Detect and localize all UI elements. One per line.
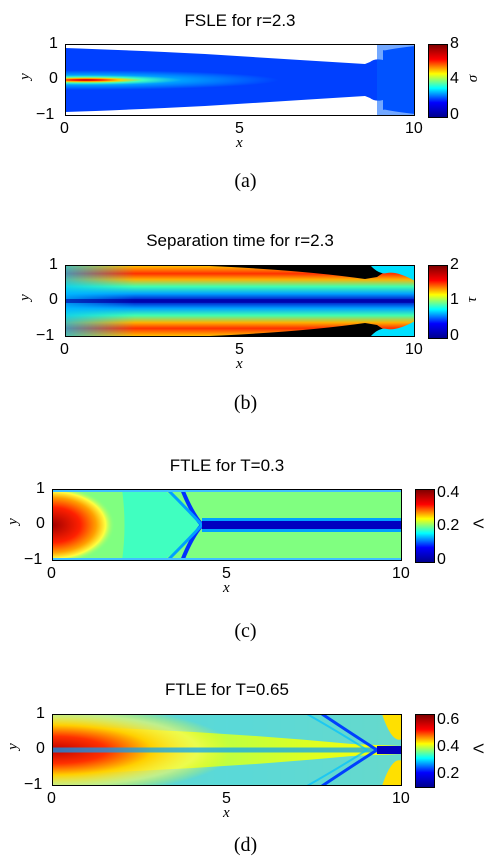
y-tick-label: −1 <box>24 551 43 568</box>
y-tick-label: 0 <box>49 291 58 308</box>
colorbar-label: Λ <box>470 743 488 754</box>
x-tick-label: 10 <box>405 120 423 137</box>
colorbar-tick: 0.4 <box>437 484 460 501</box>
heatmap-a <box>65 44 415 116</box>
colorbar <box>428 44 448 118</box>
y-tick-label: 1 <box>36 480 45 497</box>
x-axis-label: x <box>236 135 243 151</box>
colorbar-tick: 8 <box>450 35 459 52</box>
x-axis-label: x <box>223 580 230 596</box>
chart-title: FTLE for T=0.65 <box>165 680 289 699</box>
heatmap-plot <box>52 714 402 786</box>
panel-caption: (d) <box>233 834 258 856</box>
y-tick-label: 0 <box>36 515 45 532</box>
colorbar-tick: 0.4 <box>437 738 460 755</box>
panel-a: FSLE for r=2.3 <box>0 0 491 200</box>
colorbar-tick: 0.6 <box>437 711 460 728</box>
panel-b: Separation time for r=2.3 <box>0 215 491 425</box>
plot-frame <box>52 714 402 786</box>
heatmap-c <box>52 489 402 561</box>
y-tick-label: −1 <box>24 776 43 793</box>
y-axis-label: y <box>16 294 33 301</box>
panel-caption: (c) <box>234 620 257 642</box>
panel-caption: (b) <box>233 392 258 414</box>
plot-frame <box>65 44 415 116</box>
y-tick-label: −1 <box>36 106 55 123</box>
y-axis-label: y <box>16 73 33 80</box>
colorbar-tick: 0 <box>450 327 459 344</box>
heatmap-plot <box>52 489 402 561</box>
y-tick-label: 0 <box>49 70 58 87</box>
chart-title: FSLE for r=2.3 <box>184 11 296 30</box>
x-tick-label: 5 <box>235 341 244 358</box>
x-tick-label: 5 <box>222 565 231 582</box>
x-tick-label: 10 <box>392 790 410 807</box>
chart-title: Separation time for r=2.3 <box>146 231 334 250</box>
x-tick-label: 0 <box>47 790 56 807</box>
y-tick-label: 1 <box>49 256 58 273</box>
colorbar <box>415 489 435 563</box>
colorbar-label: Λ <box>470 518 488 529</box>
colorbar-tick: 1 <box>450 291 459 308</box>
y-axis-label: y <box>4 518 21 525</box>
x-tick-label: 5 <box>235 120 244 137</box>
colorbar-tick: 0.2 <box>437 517 460 534</box>
chart-title: FTLE for T=0.3 <box>169 456 285 475</box>
colorbar-label: τ <box>464 296 481 303</box>
panel-caption: (a) <box>234 170 257 192</box>
colorbar-tick: 0 <box>437 551 446 568</box>
heatmap-plot <box>65 44 415 116</box>
colorbar <box>415 714 435 788</box>
x-tick-label: 0 <box>60 341 69 358</box>
panel-c: FTLE for T=0.3 y 1 0 <box>0 442 491 652</box>
y-tick-label: 0 <box>36 740 45 757</box>
heatmap-d <box>52 714 402 786</box>
heatmap-b <box>65 265 415 337</box>
y-tick-label: 1 <box>49 35 58 52</box>
x-tick-label: 5 <box>222 790 231 807</box>
heatmap-plot <box>65 265 415 337</box>
x-axis-label: x <box>236 356 243 372</box>
x-tick-label: 0 <box>47 565 56 582</box>
plot-frame <box>65 265 415 337</box>
y-tick-label: −1 <box>36 327 55 344</box>
colorbar-tick: 2 <box>450 256 459 273</box>
panel-d: FTLE for T=0.65 <box>0 666 491 858</box>
colorbar-tick: 0 <box>450 106 459 123</box>
colorbar-tick: 4 <box>450 70 459 87</box>
y-axis-label: y <box>4 743 21 750</box>
colorbar <box>428 265 448 339</box>
x-axis-label: x <box>223 805 230 821</box>
colorbar-tick: 0.2 <box>437 765 460 782</box>
x-tick-label: 10 <box>405 341 423 358</box>
plot-frame <box>52 489 402 561</box>
x-tick-label: 10 <box>392 565 410 582</box>
y-tick-label: 1 <box>36 705 45 722</box>
x-tick-label: 0 <box>60 120 69 137</box>
colorbar-label: σ <box>465 74 482 83</box>
